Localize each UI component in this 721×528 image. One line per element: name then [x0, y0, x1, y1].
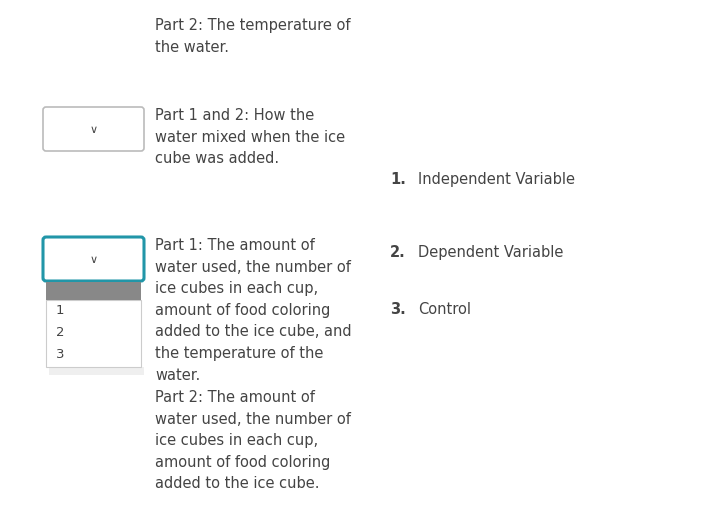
- FancyBboxPatch shape: [46, 300, 141, 367]
- Text: Part 2: The amount of
water used, the number of
ice cubes in each cup,
amount of: Part 2: The amount of water used, the nu…: [155, 390, 351, 492]
- FancyBboxPatch shape: [43, 107, 144, 151]
- Text: 2.: 2.: [390, 245, 406, 260]
- FancyBboxPatch shape: [43, 237, 144, 281]
- Text: 1.: 1.: [390, 172, 406, 187]
- Text: ∨: ∨: [89, 255, 97, 265]
- Text: 3.: 3.: [390, 302, 406, 317]
- Bar: [49, 367, 144, 375]
- Text: ∨: ∨: [89, 125, 97, 135]
- Bar: [46, 282, 141, 300]
- Text: Part 1: The amount of
water used, the number of
ice cubes in each cup,
amount of: Part 1: The amount of water used, the nu…: [155, 238, 352, 383]
- Text: 3: 3: [56, 348, 64, 361]
- Text: Part 2: The temperature of
the water.: Part 2: The temperature of the water.: [155, 18, 350, 54]
- Text: 2: 2: [56, 326, 64, 339]
- Text: Control: Control: [418, 302, 471, 317]
- Text: Independent Variable: Independent Variable: [418, 172, 575, 187]
- Text: 1: 1: [56, 304, 64, 317]
- Text: Dependent Variable: Dependent Variable: [418, 245, 563, 260]
- Text: Part 1 and 2: How the
water mixed when the ice
cube was added.: Part 1 and 2: How the water mixed when t…: [155, 108, 345, 166]
